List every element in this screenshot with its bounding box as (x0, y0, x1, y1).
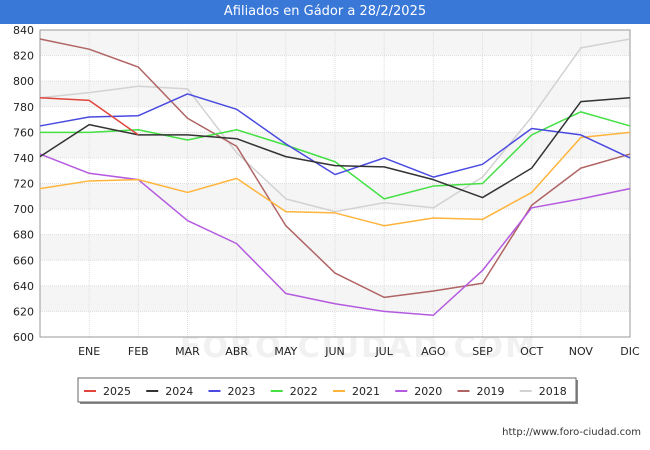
y-tick-label: 840 (13, 24, 34, 37)
series-line-2023 (39, 93, 631, 178)
legend-label-2023: 2023 (228, 385, 256, 398)
x-tick-label: OCT (520, 345, 543, 358)
x-tick-label: JUL (374, 345, 393, 358)
legend: 2025 2024 2023 2022 2021 2020 2019 2018 (77, 377, 578, 404)
legend-label-2024: 2024 (165, 385, 193, 398)
series-line-2022 (40, 111, 631, 200)
x-tick-label: SEP (472, 345, 493, 358)
y-tick-label: 620 (13, 305, 34, 318)
series-lines (39, 38, 631, 317)
x-tick-label: AGO (421, 345, 446, 358)
legend-label-2020: 2020 (414, 385, 442, 398)
axes: 600 620 640 660 680 700 720 740 760 780 800 820 840 E… (13, 24, 640, 358)
plot-border (39, 29, 631, 338)
y-tick-label: 660 (13, 254, 34, 267)
chart-title: Afiliados en Gádor a 28/2/2025 (0, 0, 650, 24)
y-tick-label: 760 (13, 126, 34, 139)
series-line-2021 (39, 131, 631, 227)
legend-label-2022: 2022 (290, 385, 318, 398)
legend-box (77, 377, 577, 403)
y-tick-label: 680 (13, 229, 34, 242)
x-tick-label: MAY (274, 345, 297, 358)
x-tick-label: ENE (78, 345, 100, 358)
y-tick-label: 820 (13, 50, 34, 63)
x-tick-label: JUN (324, 345, 345, 358)
y-tick-label: 720 (13, 178, 34, 191)
y-tick-label: 600 (13, 331, 34, 344)
y-tick-label: 740 (13, 152, 34, 165)
legend-label-2021: 2021 (352, 385, 380, 398)
legend-label-2018: 2018 (539, 385, 567, 398)
x-tick-label: NOV (569, 345, 594, 358)
x-tick-label: ABR (225, 345, 248, 358)
source-url: http://www.foro-ciudad.com (502, 427, 641, 438)
grid (40, 29, 631, 338)
y-tick-label: 780 (13, 101, 34, 114)
series-line-2018 (39, 38, 631, 213)
series-line-2019 (39, 38, 631, 299)
legend-label-2025: 2025 (103, 385, 131, 398)
x-tick-label: FEB (128, 345, 149, 358)
y-tick-label: 700 (13, 203, 34, 216)
series-line-2025 (39, 97, 139, 136)
y-tick-label: 640 (13, 280, 34, 293)
legend-label-2019: 2019 (477, 385, 505, 398)
line-chart: 600 620 640 660 680 700 720 740 760 780 800 820 840 E… (13, 24, 640, 404)
y-tick-label: 800 (13, 75, 34, 88)
x-tick-label: DIC (620, 345, 640, 358)
x-tick-label: MAR (175, 345, 200, 358)
